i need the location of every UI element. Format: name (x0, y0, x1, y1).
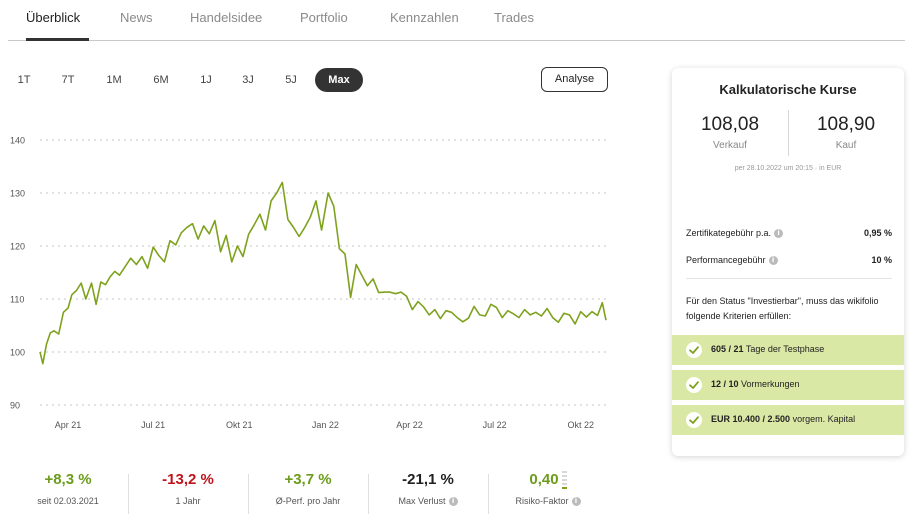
buy-price-label: Kauf (835, 140, 857, 151)
stat-value: +8,3 % (44, 471, 92, 488)
x-tick-label: Jul 21 (141, 420, 165, 430)
x-tick-label: Apr 21 (55, 420, 82, 430)
tab-handelsidee[interactable]: Handelsidee (190, 10, 263, 25)
stat-divider (128, 474, 129, 514)
y-tick-label: 90 (10, 401, 20, 411)
tab-news[interactable]: News (120, 10, 153, 25)
stat-one-year: -13,2 % 1 Jahr (128, 470, 248, 506)
check-icon (686, 412, 702, 428)
stat-since-start: +8,3 % seit 02.03.2021 (8, 470, 128, 506)
stat-value: +3,7 % (284, 471, 332, 488)
criterion-text: EUR 10.400 / 2.500 vorgem. Kapital (711, 414, 856, 424)
performance-chart-svg: 140 130 120 110 100 90 Apr 21 Jul 21 Okt 21 Jan … (10, 136, 607, 430)
criterion-test-phase: 605 / 21 Tage der Testphase (672, 335, 904, 365)
info-icon[interactable]: i (768, 256, 778, 266)
stat-label: 1 Jahr (175, 496, 201, 506)
fee-label: Performancegebühr (686, 255, 766, 265)
fee-label: Zertifikategebühr p.a. (686, 228, 772, 238)
info-icon[interactable]: i (448, 497, 458, 507)
series-line (39, 181, 607, 365)
y-tick-label: 100 (10, 348, 25, 358)
stat-avg-performance: +3,7 % Ø-Perf. pro Jahr (248, 470, 368, 506)
check-icon (686, 342, 702, 358)
stat-label: Risiko-Faktor (515, 496, 569, 506)
stat-label-with-info: Risiko-Faktor i (488, 496, 608, 507)
calculated-prices-card: Kalkulatorische Kurse 108,08 Verkauf 108… (672, 68, 904, 456)
risk-gauge-icon (561, 471, 567, 490)
stat-value: -21,1 % (402, 471, 454, 488)
stat-risk-factor: 0,40 Risiko-Faktor i (488, 470, 608, 507)
stat-divider (248, 474, 249, 514)
check-icon (686, 377, 702, 393)
risk-gauge-segment (561, 483, 567, 486)
info-icon[interactable]: i (774, 229, 784, 239)
tab-bar: Überblick News Handelsidee Portfolio Ken… (8, 0, 905, 41)
range-3j-button[interactable]: 3J (242, 74, 254, 86)
card-separator (686, 278, 892, 279)
sell-price-label: Verkauf (713, 140, 747, 151)
tab-kennzahlen[interactable]: Kennzahlen (390, 10, 459, 25)
criterion-text: 605 / 21 Tage der Testphase (711, 344, 825, 354)
criterion-text: 12 / 10 Vormerkungen (711, 379, 800, 389)
tab-portfolio[interactable]: Portfolio (300, 10, 348, 25)
stat-divider (368, 474, 369, 514)
range-1t-button[interactable]: 1T (17, 74, 31, 86)
risk-gauge-segment (561, 475, 567, 478)
performance-fee-row: Performancegebühr i 10 % (686, 255, 892, 269)
range-1j-button[interactable]: 1J (200, 74, 212, 86)
x-tick-label: Okt 21 (226, 420, 253, 430)
y-tick-label: 130 (10, 189, 25, 199)
range-6m-button[interactable]: 6M (153, 74, 169, 86)
x-tick-label: Apr 22 (396, 420, 423, 430)
active-tab-indicator (26, 38, 89, 41)
risk-gauge-segment (561, 479, 567, 482)
stat-label: seit 02.03.2021 (37, 496, 99, 506)
stats-bar: +8,3 % seit 02.03.2021 -13,2 % 1 Jahr +3… (8, 470, 608, 525)
price-timestamp: per 28.10.2022 um 20:15 · in EUR (734, 165, 842, 172)
y-tick-label: 110 (10, 295, 24, 305)
sell-price-value: 108,08 (700, 114, 760, 135)
sell-price: 108,08 Verkauf (672, 114, 788, 151)
stat-max-loss: -21,1 % Max Verlust i (368, 470, 488, 507)
stat-divider (488, 474, 489, 514)
buy-price-value: 108,90 (816, 114, 876, 135)
x-tick-label: Jul 22 (483, 420, 507, 430)
stat-label: Max Verlust (398, 496, 446, 506)
criterion-reservations: 12 / 10 Vormerkungen (672, 370, 904, 400)
price-divider (788, 110, 789, 156)
fee-value: 0,95 % (863, 228, 892, 238)
y-tick-label: 140 (10, 136, 25, 146)
stat-label-with-info: Max Verlust i (368, 496, 488, 507)
risk-gauge-segment (561, 487, 567, 490)
x-tick-label: Jan 22 (312, 420, 339, 430)
x-tick-label: Okt 22 (567, 420, 594, 430)
range-7t-button[interactable]: 7T (61, 74, 75, 86)
stat-value-with-gauge: 0,40 (488, 470, 608, 490)
certificate-fee-row: Zertifikategebühr p.a. i 0,95 % (686, 228, 892, 242)
tab-ueberblick[interactable]: Überblick (26, 10, 81, 25)
criteria-intro: Für den Status "Investierbar", muss das … (686, 296, 879, 321)
card-title: Kalkulatorische Kurse (719, 82, 857, 97)
stat-value: 0,40 (529, 471, 559, 488)
range-5j-button[interactable]: 5J (285, 74, 297, 86)
analyse-button[interactable]: Analyse (541, 67, 608, 92)
buy-price: 108,90 Kauf (788, 114, 904, 151)
fee-value: 10 % (871, 255, 892, 265)
tab-trades[interactable]: Trades (494, 10, 534, 25)
performance-chart: 140 130 120 110 100 90 Apr 21 Jul 21 Okt 21 Jan … (0, 120, 620, 440)
range-1m-button[interactable]: 1M (106, 74, 122, 86)
y-tick-label: 120 (10, 242, 25, 252)
criterion-capital: EUR 10.400 / 2.500 vorgem. Kapital (672, 405, 904, 435)
risk-gauge-segment (561, 471, 567, 474)
stat-label: Ø-Perf. pro Jahr (275, 496, 341, 506)
info-icon[interactable]: i (571, 497, 581, 507)
range-max-button[interactable]: Max (315, 68, 363, 92)
stat-value: -13,2 % (162, 471, 214, 488)
